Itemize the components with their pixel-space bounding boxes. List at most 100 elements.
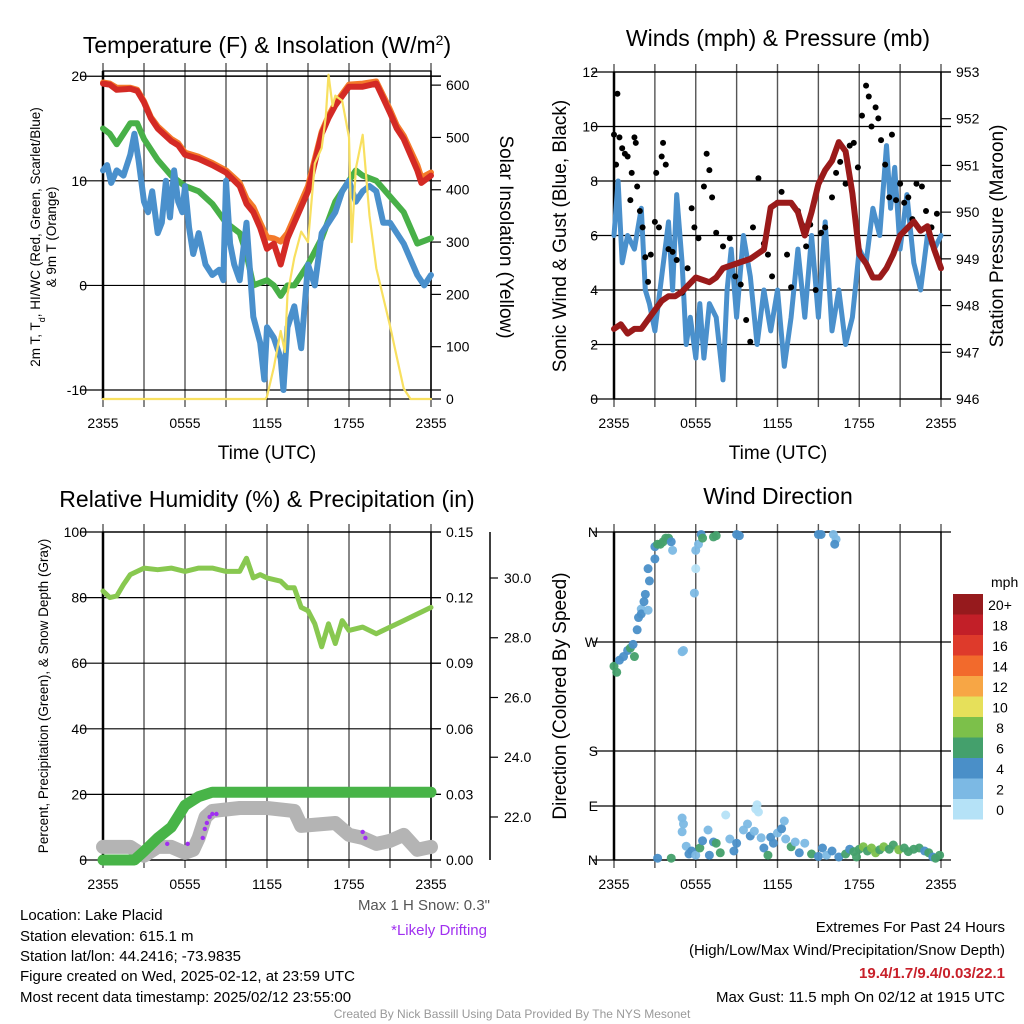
legend-swatch (953, 717, 983, 738)
right-tick-label: 951 (956, 157, 980, 173)
series-2m-t (100, 80, 434, 268)
title-part: ) (443, 32, 451, 58)
right-tick-label: 0.03 (446, 786, 473, 802)
gust-point (628, 169, 635, 176)
snow-tick-label: 28.0 (504, 630, 531, 646)
direction-point (666, 537, 676, 547)
gust-point (784, 251, 791, 258)
gust-point (624, 153, 631, 160)
x-tick-label: 2355 (598, 876, 629, 892)
drifting-point (202, 826, 208, 832)
legend-label: 2 (996, 782, 1004, 798)
x-axis-label: Time (UTC) (729, 443, 828, 464)
legend-swatch (953, 635, 983, 656)
right-tick-label: 400 (446, 182, 470, 198)
gust-point (743, 316, 750, 323)
series-precipitation (97, 786, 437, 866)
direction-point (691, 564, 701, 574)
direction-point (749, 826, 759, 836)
x-tick-label: 2355 (87, 415, 118, 431)
extremes-title: Extremes For Past 24 Hours (815, 919, 1005, 936)
direction-point (711, 531, 721, 541)
y-tick-label: W (585, 634, 599, 650)
gust-point (923, 207, 930, 214)
y-tick-label: 80 (71, 590, 87, 606)
gust-point (893, 197, 900, 204)
gust-point (627, 197, 634, 204)
direction-point (779, 816, 789, 826)
right-tick-label: 952 (956, 111, 980, 127)
y-tick-label: 0 (79, 852, 87, 868)
created-text: Figure created on Wed, 2025-02-12, at 23… (20, 968, 355, 985)
direction-point (734, 531, 744, 541)
gust-point (713, 229, 720, 236)
legend-label: 4 (996, 761, 1004, 777)
drifting-point (200, 835, 205, 841)
gust-point (642, 254, 649, 261)
right-tick-label: 0.12 (446, 590, 473, 606)
right-tick-label: 949 (956, 251, 980, 267)
right-tick-label: 0.15 (446, 524, 473, 540)
legend-label: 14 (992, 659, 1008, 675)
y-tick-label: N (588, 852, 598, 868)
x-tick-label: 1155 (762, 876, 792, 892)
gust-point (631, 134, 638, 141)
gust-point (669, 248, 676, 255)
legend-swatch (953, 676, 983, 697)
y-tick-label: 12 (582, 64, 598, 80)
gust-point (863, 82, 870, 89)
right-axis-label: Solar Insolation (Yellow) (495, 135, 516, 338)
direction-point (813, 851, 823, 861)
x-tick-label: 2355 (598, 415, 629, 431)
gust-point (918, 183, 925, 190)
gust-point (613, 161, 620, 168)
direction-point (666, 853, 676, 863)
direction-point (935, 850, 945, 860)
gust-point (905, 194, 912, 201)
y-tick-label: -10 (67, 382, 87, 398)
x-tick-label: 1755 (844, 876, 875, 892)
ylabel-part: 2m T, T (28, 322, 43, 367)
gust-point (842, 180, 849, 187)
gust-point (636, 207, 643, 214)
humidity-chart: 2355 0555 1155 1755 23550204060801000.000.03… (36, 486, 531, 892)
direction-point (644, 576, 654, 586)
snow-tick-label: 30.0 (504, 570, 531, 586)
direction-point (689, 588, 699, 598)
gust-point (709, 194, 716, 201)
direction-point (643, 605, 653, 615)
direction-point (781, 834, 791, 844)
series-relative-humidity (100, 555, 434, 650)
temperature-chart: 2355 0555 1155 1755 2355-1001020010020030040… (28, 32, 516, 464)
y-tick-label: 40 (71, 721, 87, 737)
direction-point (698, 836, 708, 846)
direction-point (653, 853, 663, 863)
recent-data-text: Most recent data timestamp: 2025/02/12 2… (20, 989, 352, 1006)
credit-text: Created By Nick Bassill Using Data Provi… (333, 1007, 691, 1021)
direction-point (743, 819, 753, 829)
gust-point (700, 183, 707, 190)
gust-point (616, 134, 623, 141)
gust-point (619, 145, 626, 152)
direction-point (612, 667, 622, 677)
direction-point (715, 848, 725, 858)
direction-point (698, 533, 708, 543)
right-tick-label: 0.09 (446, 655, 473, 671)
max-gust-text: Max Gust: 11.5 mph On 02/12 at 1915 UTC (715, 989, 1005, 1006)
elevation-text: Station elevation: 615.1 m (20, 928, 194, 945)
right-tick-label: 0 (446, 391, 454, 407)
gust-point (837, 158, 844, 165)
speed-legend: mph 20+ 18 16 14 12 10 8 6 4 2 0 (953, 574, 1018, 820)
gust-point (737, 281, 744, 288)
gust-point (655, 224, 662, 231)
legend-swatch (953, 594, 983, 615)
drifting-point (210, 811, 215, 817)
direction-point (643, 564, 653, 574)
gust-point (888, 131, 895, 138)
direction-point (768, 838, 778, 848)
y-tick-label: 6 (590, 228, 598, 244)
legend-label: 6 (996, 741, 1004, 757)
gust-point (647, 251, 654, 258)
x-tick-label: 0555 (169, 415, 200, 431)
